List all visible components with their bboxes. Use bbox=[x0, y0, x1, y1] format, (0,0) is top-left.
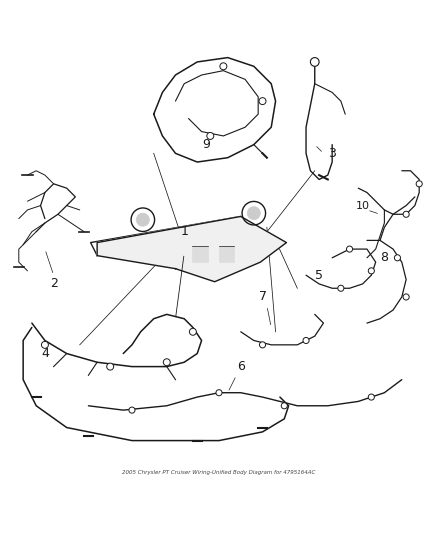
Circle shape bbox=[403, 211, 409, 217]
Circle shape bbox=[394, 255, 400, 261]
Text: 5: 5 bbox=[315, 269, 323, 282]
Circle shape bbox=[129, 407, 135, 413]
Bar bbox=[219, 246, 234, 262]
Circle shape bbox=[259, 98, 266, 104]
Text: 2: 2 bbox=[49, 277, 57, 290]
Text: 3: 3 bbox=[328, 147, 336, 160]
Circle shape bbox=[220, 63, 227, 70]
Circle shape bbox=[368, 394, 374, 400]
Circle shape bbox=[136, 213, 149, 226]
Circle shape bbox=[403, 294, 409, 300]
Text: 8: 8 bbox=[380, 251, 389, 264]
Circle shape bbox=[207, 133, 214, 140]
Text: 10: 10 bbox=[356, 200, 370, 211]
Circle shape bbox=[416, 181, 422, 187]
Circle shape bbox=[368, 268, 374, 274]
Circle shape bbox=[163, 359, 170, 366]
Text: 6: 6 bbox=[237, 360, 245, 373]
Text: 2005 Chrysler PT Cruiser Wiring-Unified Body Diagram for 4795164AC: 2005 Chrysler PT Cruiser Wiring-Unified … bbox=[122, 471, 316, 475]
Circle shape bbox=[303, 337, 309, 344]
Circle shape bbox=[42, 341, 48, 349]
Polygon shape bbox=[97, 216, 286, 282]
Circle shape bbox=[311, 58, 319, 66]
Circle shape bbox=[107, 363, 114, 370]
Circle shape bbox=[189, 328, 196, 335]
Circle shape bbox=[259, 342, 265, 348]
Circle shape bbox=[338, 285, 344, 292]
Bar bbox=[192, 246, 208, 262]
Circle shape bbox=[281, 403, 287, 409]
Circle shape bbox=[346, 246, 353, 252]
Text: 9: 9 bbox=[202, 138, 210, 151]
Text: 1: 1 bbox=[180, 225, 188, 238]
Circle shape bbox=[247, 207, 260, 220]
Text: 4: 4 bbox=[41, 347, 49, 360]
Circle shape bbox=[216, 390, 222, 396]
Text: 7: 7 bbox=[258, 290, 266, 303]
